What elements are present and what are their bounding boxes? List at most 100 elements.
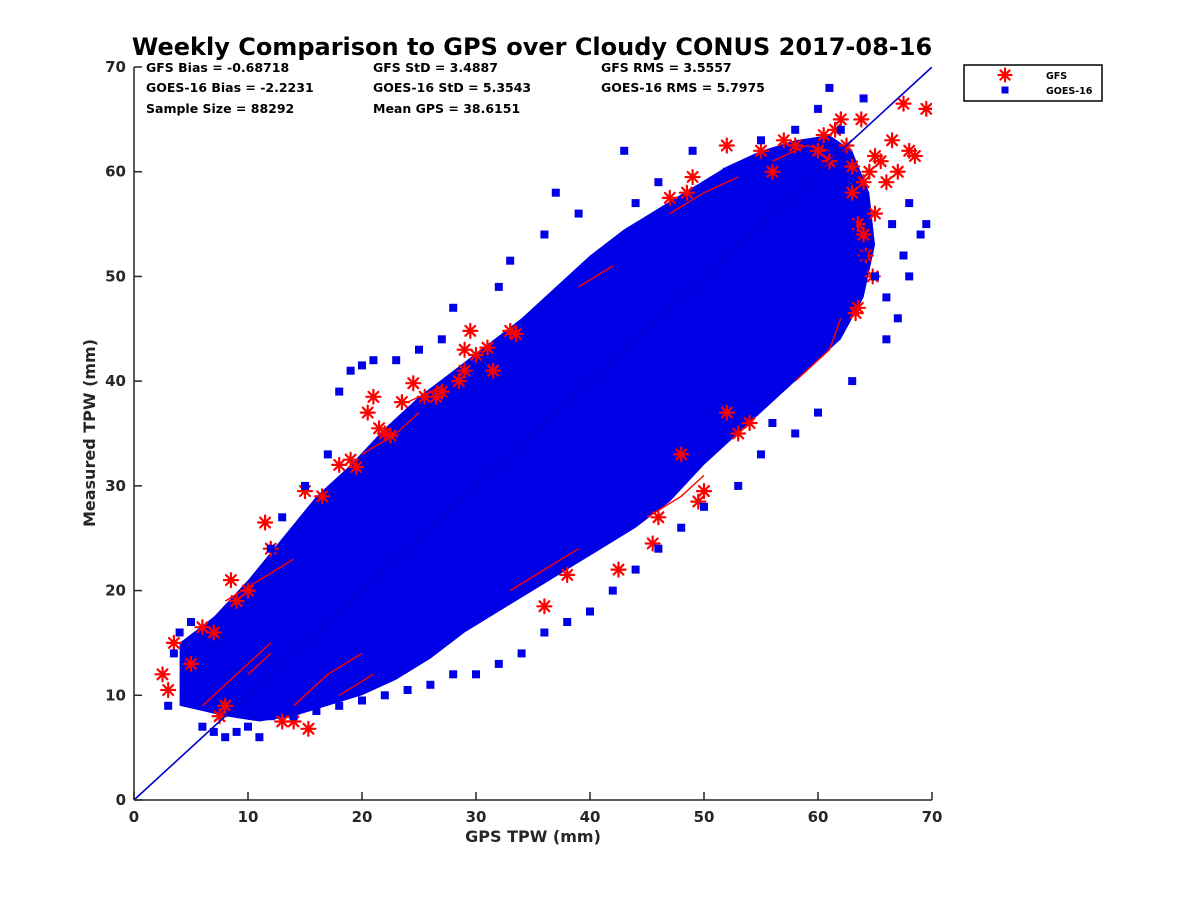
gfs-point [853,111,870,128]
goes16-point [437,335,446,344]
goes16-point [608,586,617,595]
goes16-point [187,618,195,626]
goes16-point [323,450,332,459]
y-tick-label: 30 [105,477,126,495]
goes16-point [198,722,207,731]
gfs-point [861,163,878,180]
gfs-point [787,137,804,154]
gfs-point [456,362,473,379]
goes16-point [893,314,902,323]
goes16-point [472,670,480,679]
goes16-point [814,408,822,417]
goes16-point [369,356,378,365]
gfs-point [678,184,696,201]
reference-line [134,67,932,800]
goes16-point [192,680,201,689]
goes16-point [608,241,617,249]
goes16-point [700,502,708,511]
density-cloud-region [179,135,876,722]
goes16-point [905,272,914,281]
gfs-point [832,111,849,128]
goes16-point [848,377,857,386]
gfs-point [331,456,348,473]
gfs-trace [794,318,842,382]
gfs-point [300,720,317,737]
goes16-point [859,251,868,260]
goes16-point [688,146,697,155]
goes16-point [209,727,218,736]
goes16-point [164,701,173,710]
goes16-series-points [164,83,931,742]
legend: GFS GOES-16 [963,64,1103,102]
gfs-point [918,100,932,118]
x-tick-label: 30 [466,808,487,826]
gfs-point [815,127,832,144]
gfs-point [239,582,257,599]
goes16-point [551,188,560,197]
gfs-point [855,226,872,243]
gfs-point [844,184,861,201]
gfs-point [433,383,450,400]
goes16-point [631,565,640,574]
gfs-point [872,153,889,170]
goes16-point [426,680,435,689]
goes16-point [221,733,230,742]
goes16-point [888,220,897,229]
gfs-point [222,571,239,589]
chart-title: Weekly Comparison to GPS over Cloudy CON… [132,33,932,61]
gfs-point [906,147,924,165]
stat-gfs-std: GFS StD = 3.4887 [373,60,498,75]
gfs-point [182,655,200,673]
gfs-point [314,488,331,505]
goes16-point [506,256,515,265]
goes16-point [848,220,857,229]
gfs-point [382,427,399,444]
legend-gfs-label: GFS [1046,71,1067,82]
goes16-point [403,686,412,694]
gfs-trace [578,265,614,288]
gfs-point [809,142,827,159]
stat-goes16-rms: GOES-16 RMS = 5.7975 [601,80,765,95]
stat-mean-gps: Mean GPS = 38.6151 [373,101,520,116]
gfs-point [895,95,912,112]
goes16-point [722,167,731,176]
stat-goes16-std: GOES-16 StD = 5.3543 [373,80,531,95]
gfs-point [849,299,867,316]
y-tick-label: 10 [105,686,126,704]
goes16-point [814,178,822,187]
gfs-point [559,566,576,584]
gfs-point [889,163,906,180]
legend-box [963,64,1103,102]
gfs-point [507,325,525,343]
stat-goes16-bias: GOES-16 Bias = -2.2231 [146,80,314,95]
y-tick-label: 0 [116,791,126,809]
gfs-point [194,619,211,636]
goes16-point [266,544,275,553]
gfs-point [752,142,770,159]
x-axis-label: GPS TPW (mm) [465,827,601,846]
goes16-point [825,83,834,92]
goes16-point [415,345,423,354]
goes16-point [266,712,275,721]
goes16-point [916,230,925,239]
scatter-density-cloud [179,135,876,722]
gfs-trace [772,144,830,162]
gfs-trace [361,412,420,455]
goes16-point [677,523,686,532]
gfs-point [866,205,884,222]
goes16-point [494,659,503,668]
goes16-point [791,125,800,134]
gfs-point [257,514,274,531]
y-axis-ticks: 0 10 20 30 40 50 60 70 [105,58,142,809]
gfs-point [348,458,365,476]
legend-goes16-marker [1001,86,1009,94]
goes16-point [540,230,549,239]
x-tick-label: 40 [580,808,601,826]
gfs-point [684,168,701,186]
goes16-point [791,429,800,438]
gfs-point [775,132,792,149]
gfs-point [855,174,872,191]
goes16-point [757,136,765,145]
x-axis-ticks: 0 10 20 30 40 50 60 70 [129,792,942,826]
